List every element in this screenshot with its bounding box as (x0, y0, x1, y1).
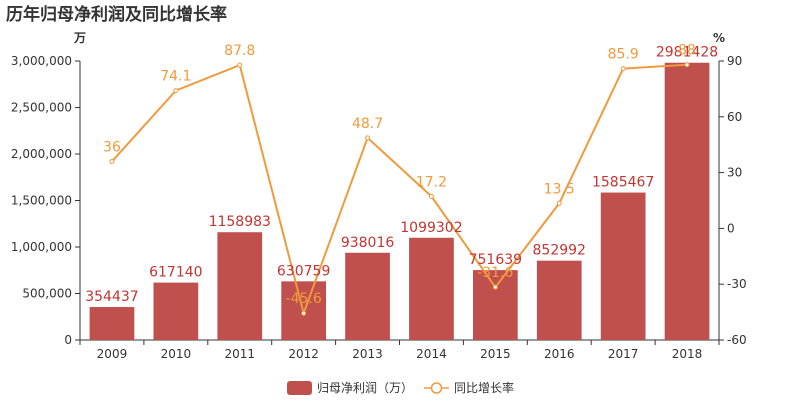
legend-bar-swatch (287, 381, 312, 395)
line-value-label: 85.9 (608, 47, 639, 63)
left-axis-tick-label: 0 (64, 333, 72, 347)
bar-value-label: 751639 (469, 252, 522, 268)
legend-line-label: 同比增长率 (454, 380, 514, 395)
bar-series (89, 62, 710, 340)
line-point (492, 284, 498, 290)
bar (600, 192, 646, 340)
bar-value-label: 1585467 (592, 175, 654, 191)
line-point (173, 88, 179, 94)
bar (89, 307, 135, 340)
line-value-label: 17.2 (416, 174, 447, 190)
x-axis-tick-label: 2018 (672, 347, 703, 361)
legend-bar-label: 归母净利润（万） (317, 381, 413, 395)
x-axis-tick-label: 2013 (352, 347, 383, 361)
legend-line-marker (430, 382, 443, 394)
line-value-label: 13.5 (544, 181, 575, 197)
growth-line (111, 63, 688, 317)
bar-value-label: 1158983 (209, 214, 271, 230)
right-axis-tick-label: 0 (727, 221, 735, 235)
right-axis: -60 -30 0 30 60 90 (718, 54, 747, 347)
left-axis-unit: 万 (73, 31, 86, 45)
bar (153, 282, 199, 340)
line-labels: 36 74.1 87.8 -45.6 48.7 17.2 -31.6 13.5 85.9 88 (103, 43, 696, 307)
bar (472, 270, 518, 340)
legend: 归母净利润（万） 同比增长率 (287, 380, 514, 395)
line-point (620, 66, 626, 72)
x-axis-tick-label: 2011 (224, 347, 255, 361)
line-point (556, 200, 562, 206)
line-value-label: 74.1 (160, 69, 191, 85)
line-point (237, 62, 243, 68)
bar (217, 232, 263, 340)
line-value-label: 88 (678, 43, 696, 59)
bar-value-label: 354437 (85, 289, 138, 305)
right-axis-tick-label: 60 (727, 110, 742, 124)
line-value-label: 87.8 (224, 43, 255, 59)
bar-value-label: 852992 (533, 243, 586, 259)
x-axis: 2009 2010 2011 2012 2013 2014 2015 2016 2017 2018 (79, 339, 720, 361)
bar-value-label: 630759 (277, 263, 330, 279)
x-axis-tick-label: 2017 (608, 347, 639, 361)
left-axis-tick-label: 3,000,000 (11, 54, 72, 68)
x-axis-tick-label: 2010 (161, 347, 192, 361)
bar-value-label: 1099302 (400, 220, 462, 236)
left-axis: 0 500,000 1,000,000 1,500,000 2,000,000 2,500… (11, 54, 81, 347)
line-point (428, 193, 434, 199)
bar (345, 252, 390, 340)
right-axis-unit: % (713, 31, 725, 45)
bar-labels: 354437 617140 1158983 630759 938016 1099302 75… (85, 45, 718, 305)
line-point (301, 310, 307, 316)
left-axis-tick-label: 2,500,000 (11, 101, 72, 115)
right-axis-tick-label: -60 (727, 333, 747, 347)
line-value-label: -31.6 (477, 265, 513, 281)
chart-title: 历年归母净利润及同比增长率 (6, 4, 227, 25)
bar (536, 260, 582, 340)
x-axis-tick-label: 2014 (416, 347, 447, 361)
x-axis-tick-label: 2012 (288, 347, 319, 361)
line-value-label: 48.7 (352, 116, 383, 132)
x-axis-tick-label: 2009 (97, 347, 128, 361)
left-axis-tick-label: 500,000 (22, 287, 72, 301)
bar-value-label: 2981428 (656, 45, 718, 61)
right-axis-tick-label: -30 (727, 277, 747, 291)
line-value-label: -45.6 (286, 291, 322, 307)
bar-value-label: 617140 (149, 265, 202, 281)
bar-value-label: 938016 (341, 235, 395, 251)
x-axis-tick-label: 2015 (480, 347, 511, 361)
bar (664, 62, 710, 340)
x-axis-tick-label: 2016 (544, 347, 575, 361)
line-point (365, 135, 371, 141)
bar (409, 237, 454, 340)
line-value-label: 36 (103, 139, 121, 155)
line-point (684, 62, 690, 68)
left-axis-tick-label: 1,000,000 (11, 240, 72, 254)
right-axis-tick-label: 90 (727, 54, 742, 68)
line-point (109, 158, 115, 164)
right-axis-tick-label: 30 (727, 166, 742, 180)
left-axis-tick-label: 1,500,000 (11, 194, 72, 208)
left-axis-tick-label: 2,000,000 (11, 147, 72, 161)
line-series (109, 62, 690, 317)
